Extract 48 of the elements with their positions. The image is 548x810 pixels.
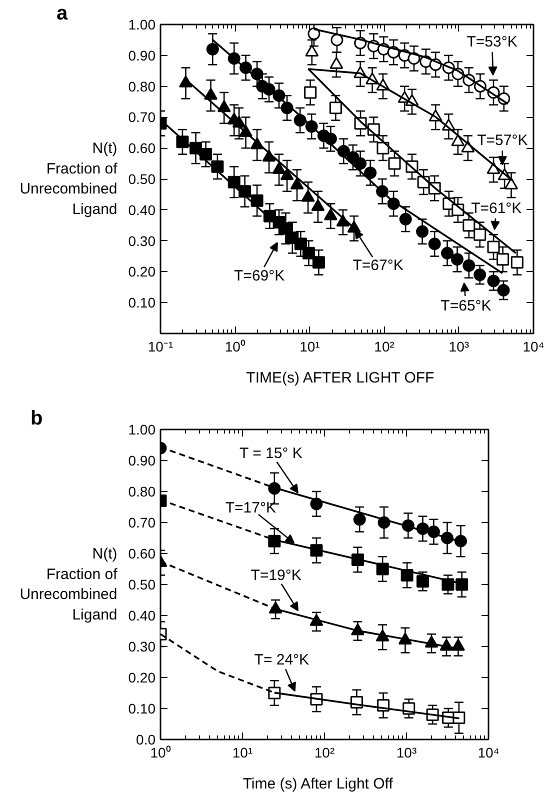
y-tick-label: 0.10 [128, 700, 156, 716]
y-tick-label: 0.50 [128, 171, 156, 187]
y-tick-label: 0.60 [128, 546, 156, 562]
x-tick-label: 10² [374, 338, 395, 354]
annotation: T = 15° K [240, 445, 302, 462]
y-tick-label: 1.00 [128, 16, 156, 32]
y-tick-label: 0.70 [128, 109, 156, 126]
x-tick-label: 10¹ [300, 338, 320, 354]
x-tick-label: 10⁴ [522, 338, 544, 354]
y-tick-label: 0.60 [128, 140, 156, 156]
chart-title: b [30, 408, 43, 430]
y-axis-title: N(t) Fraction of Unrecombined Ligand [20, 545, 118, 624]
y-tick-label: 0.20 [128, 264, 156, 280]
y-tick-label: 0.30 [128, 232, 156, 249]
annotation: T=67°K [352, 256, 404, 274]
x-tick-label: 10² [314, 744, 335, 760]
y-tick-label: 0.80 [128, 484, 156, 500]
x-tick-label: 10¹ [232, 744, 253, 760]
y-tick-label: 0.30 [128, 638, 156, 654]
x-axis-title: TIME(s) AFTER LIGHT OFF [246, 370, 434, 386]
y-tick-label: 0.90 [128, 452, 156, 468]
x-tick-label: 10⁰ [150, 744, 171, 760]
y-tick-label: 0.40 [128, 202, 156, 218]
x-tick-label: 10⁰ [224, 338, 246, 354]
y-tick-label: 0.70 [128, 514, 156, 530]
chart-title: a [56, 2, 68, 24]
annotation: T=17°K [225, 500, 276, 517]
annotation: T=69°K [234, 267, 285, 284]
y-tick-label: 0.50 [128, 576, 156, 592]
y-tick-label: 0.0 [136, 732, 156, 748]
x-tick-label: 10⁴ [478, 744, 500, 760]
y-axis-title: N(t) Fraction of Unrecombined Ligand [20, 140, 118, 218]
annotation: T=61°K [471, 200, 522, 218]
x-tick-label: 10³ [448, 338, 470, 354]
y-tick-label: 0.40 [128, 608, 156, 624]
annotation: T= 24°K [254, 652, 310, 668]
y-tick-label: 0.80 [128, 78, 156, 94]
x-tick-label: 10³ [396, 744, 417, 760]
annotation: T=65°K [440, 297, 492, 314]
x-axis-title: Time (s) After Light Off [242, 776, 394, 792]
annotation: T=53°K [466, 34, 518, 51]
annotation: T=57°K [477, 132, 528, 150]
y-tick-label: 0.10 [128, 294, 156, 311]
y-tick-label: 0.20 [128, 670, 156, 686]
y-tick-label: 0.90 [128, 47, 156, 64]
y-tick-label: 1.00 [128, 422, 156, 438]
x-tick-label: 10⁻¹ [148, 338, 174, 354]
annotation: T=19°K [250, 566, 302, 584]
